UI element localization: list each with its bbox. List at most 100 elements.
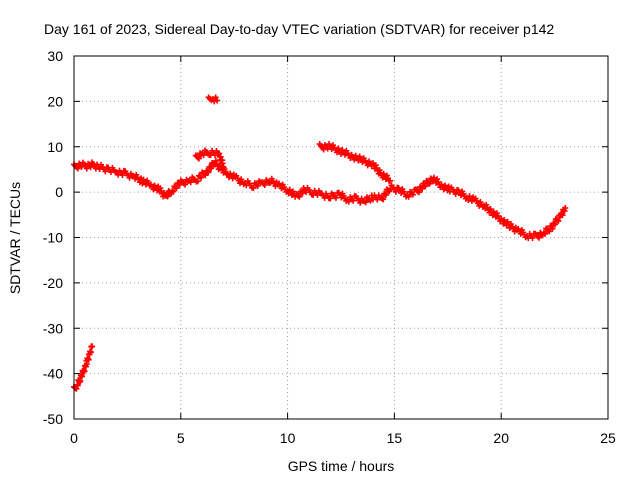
- plot-frame: [73, 55, 609, 420]
- data-point: [176, 181, 183, 188]
- data-point: [89, 343, 96, 350]
- data-point: [261, 181, 268, 188]
- data-point: [81, 368, 88, 375]
- data-point: [419, 185, 426, 192]
- data-point: [452, 191, 459, 198]
- data-point: [83, 361, 90, 368]
- data-point: [380, 196, 387, 203]
- data-point: [529, 234, 536, 241]
- data-point: [299, 190, 306, 197]
- data-point: [197, 173, 204, 180]
- data-point: [212, 94, 219, 101]
- data-point: [170, 188, 177, 195]
- y-tick-label: -10: [43, 230, 63, 246]
- data-point: [220, 164, 227, 171]
- data-point: [362, 199, 369, 206]
- data-point: [541, 230, 548, 237]
- data-point: [536, 234, 543, 241]
- data-point: [74, 382, 81, 389]
- series-main-arc: [71, 157, 569, 242]
- data-point: [198, 174, 205, 181]
- y-tick-label: 10: [47, 139, 63, 155]
- x-tick-label: 15: [387, 430, 403, 446]
- y-tick-label: -30: [43, 320, 63, 336]
- series-upper-arc-12h: [316, 141, 394, 184]
- data-point: [372, 162, 379, 169]
- axes: 0 5 10 15 20 25 -50 -40 -30 -20 -10 0 10 20 30: [43, 48, 616, 446]
- data-point: [214, 97, 221, 104]
- y-tick-label: -50: [43, 411, 63, 427]
- series-upper-arc-6h: [192, 147, 227, 171]
- data-point: [415, 189, 422, 196]
- data-point: [85, 356, 92, 363]
- data-point: [254, 182, 261, 189]
- data-point: [296, 193, 303, 200]
- data-point: [77, 377, 84, 384]
- data-point: [211, 98, 218, 105]
- data-point: [392, 188, 399, 195]
- data-point: [87, 349, 94, 356]
- x-tick-label: 20: [493, 430, 509, 446]
- data-point: [327, 195, 334, 202]
- data-point: [555, 217, 562, 224]
- data-point: [333, 194, 340, 201]
- data-point: [559, 212, 566, 219]
- data-point: [194, 154, 201, 161]
- data-point: [208, 165, 215, 172]
- data-point: [414, 188, 421, 195]
- data-point: [172, 184, 179, 191]
- data-point: [350, 197, 357, 204]
- series-blip-20: [205, 94, 221, 105]
- data-point: [195, 155, 202, 162]
- data-point: [387, 177, 394, 184]
- data-point: [418, 184, 425, 191]
- data-point: [425, 179, 432, 186]
- y-axis-title: SDTVAR / TECUs: [7, 182, 23, 294]
- data-point: [74, 165, 81, 172]
- data-point: [79, 373, 86, 380]
- data-point: [545, 227, 552, 234]
- data-point: [546, 228, 553, 235]
- data-point: [194, 178, 201, 185]
- data-point: [201, 171, 208, 178]
- y-tick-label: 0: [55, 184, 63, 200]
- data-point: [83, 165, 90, 172]
- data-point: [173, 185, 180, 192]
- data-point: [164, 193, 171, 200]
- y-tick-label: -40: [43, 366, 63, 382]
- y-tick-label: 30: [47, 48, 63, 64]
- data-point: [205, 169, 212, 176]
- x-tick-label: 5: [177, 430, 185, 446]
- data-point: [552, 221, 559, 228]
- data-point: [405, 193, 412, 200]
- data-point: [187, 179, 194, 186]
- data-point: [422, 183, 429, 190]
- x-axis-title: GPS time / hours: [288, 458, 395, 474]
- data-point: [295, 192, 302, 199]
- data-point: [409, 191, 416, 198]
- data-point: [119, 172, 126, 179]
- data-point: [102, 168, 109, 175]
- data-point: [421, 182, 428, 189]
- data-point: [562, 205, 569, 212]
- y-tick-label: -20: [43, 275, 63, 291]
- chart-title: Day 161 of 2023, Sidereal Day-to-day VTE…: [44, 21, 554, 37]
- data-point: [200, 152, 207, 159]
- data-point: [376, 167, 383, 174]
- data-points: [71, 94, 569, 392]
- series-low-arc: [71, 343, 96, 392]
- y-tick-label: 20: [47, 93, 63, 109]
- data-point: [540, 229, 547, 236]
- data-point: [202, 172, 209, 179]
- data-point: [87, 164, 94, 171]
- x-tick-label: 25: [600, 430, 616, 446]
- data-point: [169, 187, 176, 194]
- data-point: [549, 225, 556, 232]
- data-point: [426, 180, 433, 187]
- data-point: [163, 192, 170, 199]
- data-point: [250, 185, 257, 192]
- x-tick-label: 0: [70, 430, 78, 446]
- data-point: [382, 192, 389, 199]
- x-tick-label: 10: [280, 430, 296, 446]
